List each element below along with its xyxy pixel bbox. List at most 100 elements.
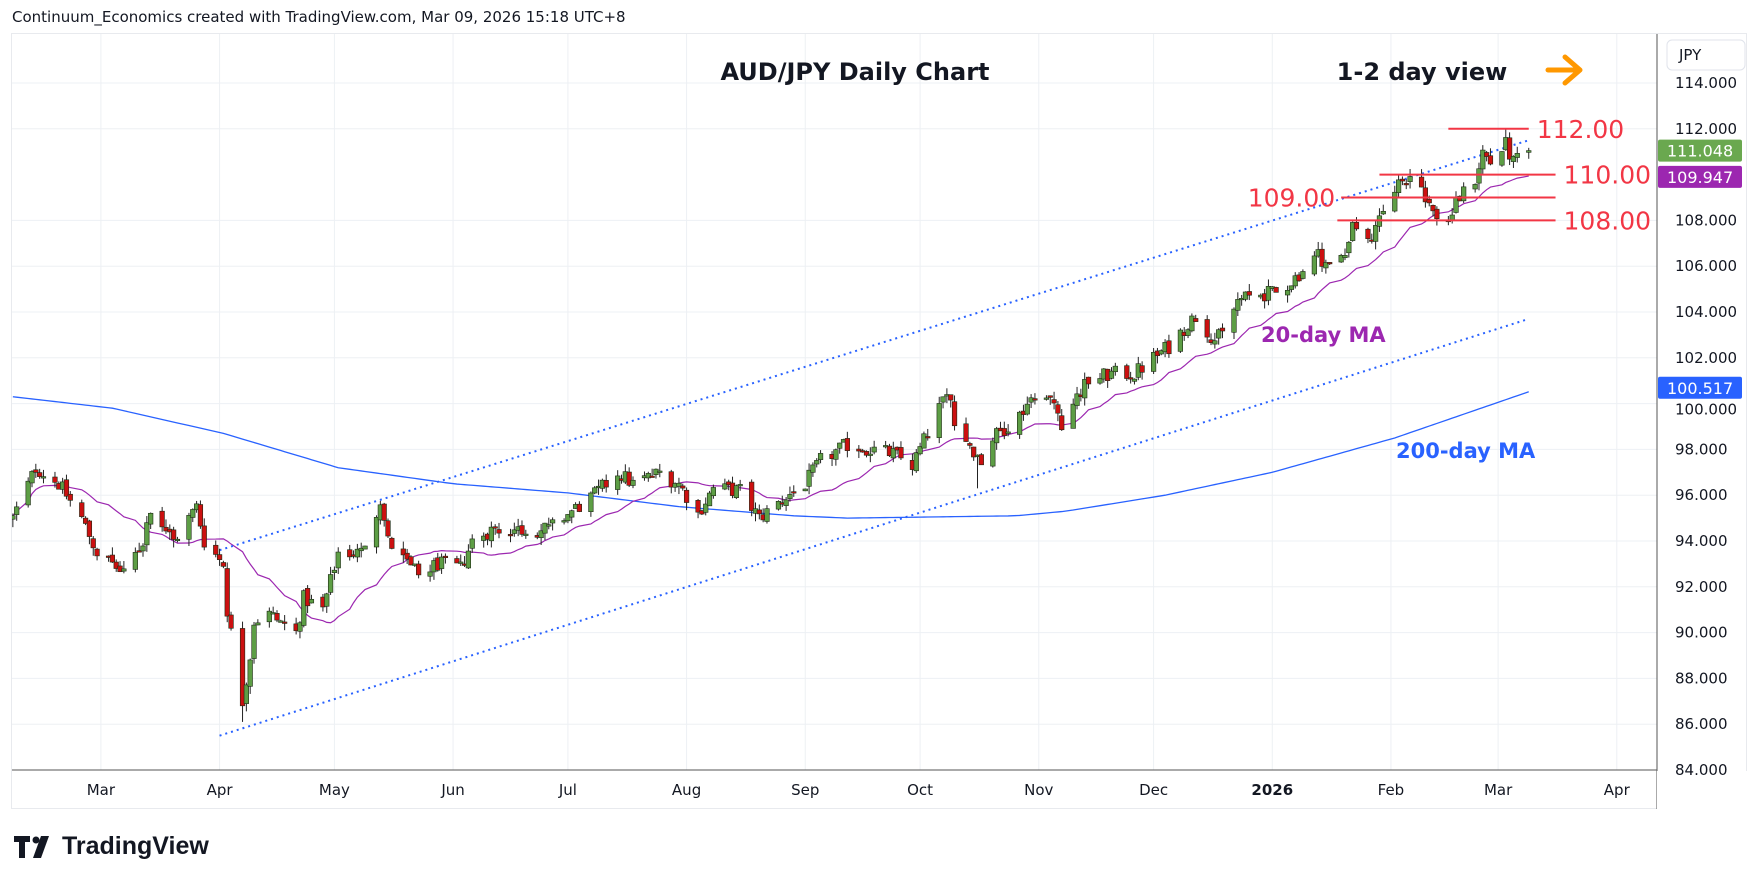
- candle-down: [626, 471, 632, 486]
- candle-up: [1476, 168, 1482, 184]
- candle-up: [1323, 262, 1329, 269]
- ma-200-badge-text: 100.517: [1667, 379, 1733, 398]
- candle-up: [921, 433, 927, 449]
- candle-up: [301, 590, 307, 626]
- candle-up: [335, 551, 341, 569]
- candle-down: [274, 613, 280, 621]
- last-price-badge-text: 111.048: [1667, 142, 1733, 161]
- candle-up: [787, 494, 793, 499]
- candle-up: [327, 574, 334, 593]
- candle-down: [1219, 327, 1226, 332]
- candle-up: [810, 464, 816, 473]
- candle-up: [1185, 329, 1191, 336]
- x-tick-label: May: [319, 781, 350, 799]
- candle-up: [354, 548, 360, 558]
- candle-up: [1380, 211, 1386, 215]
- candle-down: [228, 614, 234, 629]
- candle-down: [1430, 204, 1436, 212]
- candle-up: [940, 396, 946, 403]
- candle-up: [1043, 397, 1050, 400]
- candle-up: [1189, 315, 1195, 332]
- candle-down: [1166, 340, 1172, 355]
- candle-up: [331, 569, 338, 573]
- candle-up: [737, 484, 743, 487]
- ma-200-annotation: 200-day MA: [1396, 439, 1536, 463]
- candle-up: [1112, 365, 1118, 373]
- candle-up: [775, 500, 782, 510]
- candle-up: [569, 510, 575, 518]
- candle-up: [1216, 329, 1222, 339]
- candle-up: [523, 533, 529, 536]
- candle-up: [1514, 153, 1520, 158]
- tradingview-logo[interactable]: TradingView: [14, 832, 209, 861]
- candle-down: [1055, 404, 1061, 414]
- candle-up: [465, 550, 471, 569]
- candle-down: [201, 525, 207, 548]
- candle-down: [239, 628, 246, 707]
- ma-200-badge: [1658, 376, 1742, 399]
- currency-selector: [1666, 39, 1746, 71]
- candle-up: [733, 485, 739, 499]
- candle-up: [1395, 179, 1402, 194]
- candle-down: [408, 556, 414, 566]
- ma-20-badge-text: 109.947: [1667, 168, 1733, 187]
- candle-up: [266, 610, 272, 623]
- candle-down: [507, 534, 514, 537]
- candle-up: [1235, 299, 1241, 311]
- candle-down: [863, 451, 870, 456]
- candle-up: [676, 482, 682, 487]
- candle-down: [79, 502, 85, 517]
- candle-down: [109, 554, 115, 563]
- candle-up: [1151, 352, 1157, 372]
- candle-down: [1032, 398, 1038, 401]
- x-tick-label: Apr: [207, 781, 234, 799]
- trendline-upper-channel: [219, 139, 1530, 552]
- x-tick-label: Jun: [440, 781, 464, 799]
- candle-down: [216, 554, 223, 560]
- trendline-lower-channel: [219, 317, 1530, 737]
- candle-up: [1284, 289, 1291, 296]
- candle-up: [764, 508, 770, 522]
- y-tick-label: 108.000: [1675, 211, 1737, 229]
- candle-down: [1484, 152, 1490, 157]
- candle-up: [630, 479, 636, 486]
- candle-down: [416, 563, 422, 576]
- candle-up: [1342, 255, 1348, 259]
- x-tick-label: Dec: [1139, 781, 1168, 799]
- ma-20-badge: [1658, 165, 1742, 188]
- candle-down: [649, 475, 655, 478]
- candle-up: [1472, 184, 1478, 190]
- candle-up: [806, 469, 812, 487]
- candle-down: [454, 558, 460, 564]
- candle-up: [1338, 254, 1344, 263]
- candle-down: [756, 509, 762, 515]
- candle-up: [1097, 378, 1103, 384]
- candle-down: [52, 476, 58, 483]
- candle-up: [1373, 225, 1379, 242]
- candle-down: [37, 472, 43, 477]
- candle-down: [197, 504, 204, 527]
- candle-up: [25, 480, 31, 506]
- candle-up: [833, 449, 839, 460]
- candle-up: [1350, 222, 1356, 241]
- candle-up: [802, 488, 808, 492]
- candle-up: [358, 547, 364, 552]
- y-tick-label: 88.000: [1675, 669, 1728, 687]
- candle-up: [174, 538, 181, 542]
- candle-down: [1507, 137, 1513, 160]
- candle-down: [86, 520, 93, 537]
- candle-down: [385, 520, 391, 537]
- candle-up: [1499, 151, 1505, 166]
- candle-up: [1300, 271, 1306, 279]
- candle-down: [668, 471, 674, 488]
- candle-up: [592, 487, 598, 494]
- candle-up: [546, 524, 552, 527]
- candle-down: [603, 480, 609, 488]
- candle-up: [817, 453, 824, 460]
- candle-up: [1212, 340, 1218, 345]
- candle-up: [255, 622, 261, 626]
- candle-down: [63, 479, 70, 497]
- candle-down: [347, 549, 353, 558]
- candle-up: [1265, 286, 1272, 301]
